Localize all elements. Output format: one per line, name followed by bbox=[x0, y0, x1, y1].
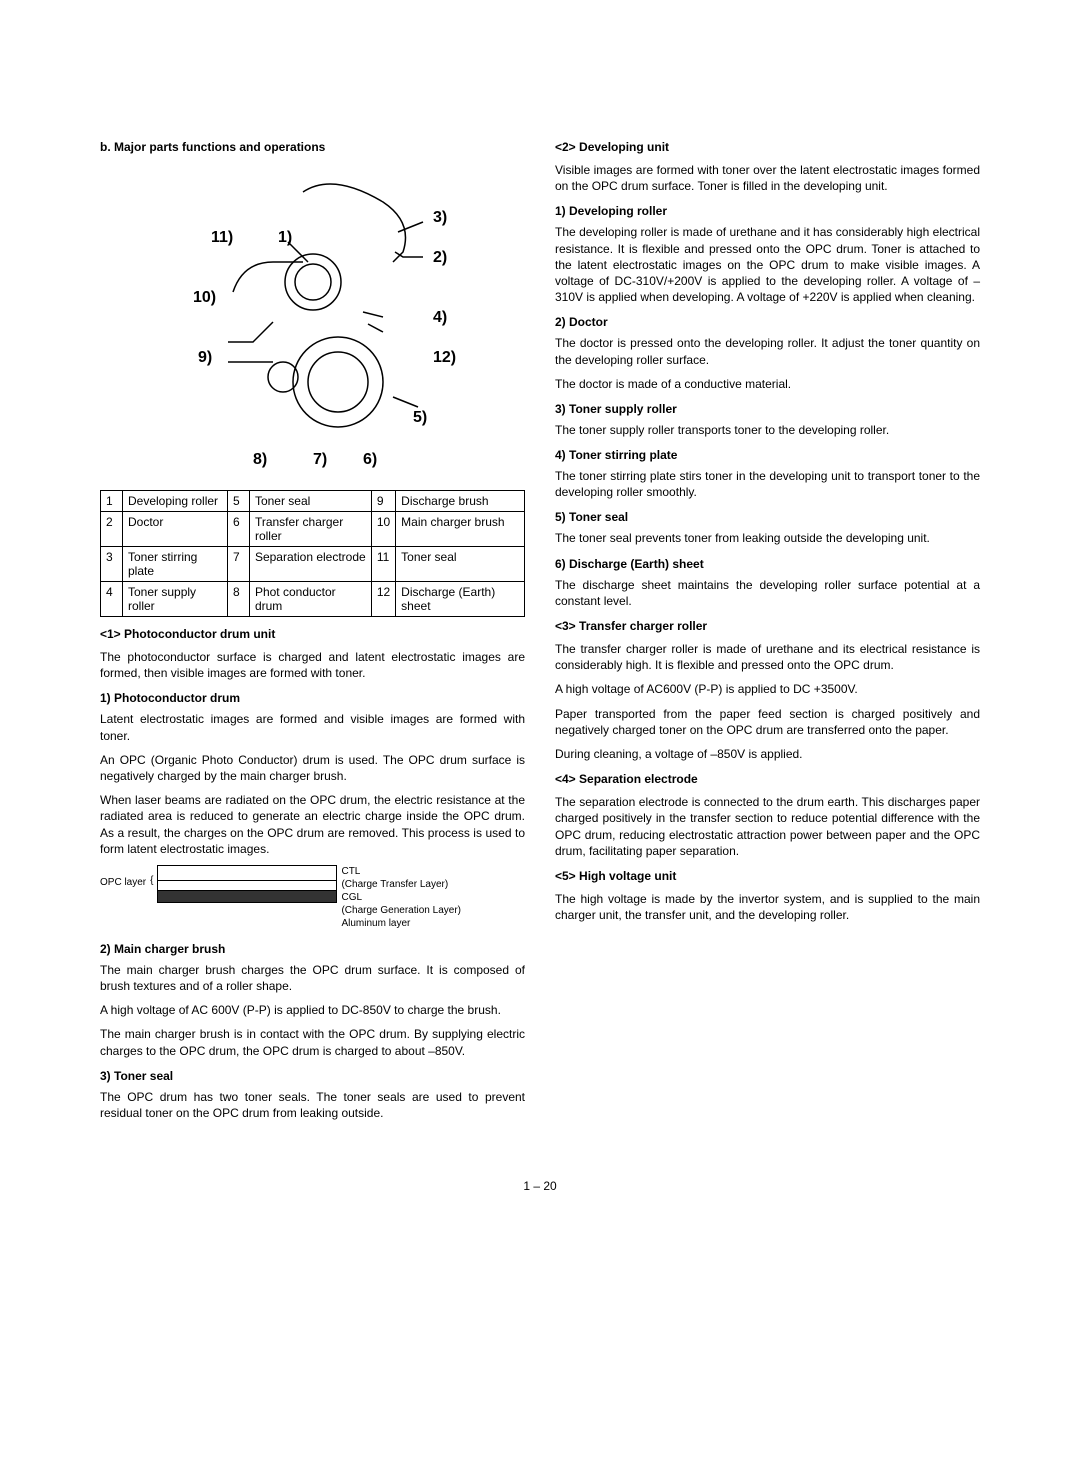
s3-p1: The transfer charger roller is made of u… bbox=[555, 641, 980, 673]
part-number: 5 bbox=[227, 491, 249, 512]
page-content: b. Major parts functions and operations bbox=[0, 0, 1080, 1169]
s1-2-p1: The main charger brush charges the OPC d… bbox=[100, 962, 525, 994]
s4-title: <4> Separation electrode bbox=[555, 772, 980, 786]
part-number: 2 bbox=[101, 512, 123, 547]
s2-2-title: 2) Doctor bbox=[555, 315, 980, 329]
part-number: 9 bbox=[371, 491, 395, 512]
s1-1-p3: When laser beams are radiated on the OPC… bbox=[100, 792, 525, 857]
part-number: 12 bbox=[371, 582, 395, 617]
s1-2-p2: A high voltage of AC 600V (P-P) is appli… bbox=[100, 1002, 525, 1018]
svg-text:6): 6) bbox=[363, 451, 377, 468]
svg-text:11): 11) bbox=[211, 229, 233, 246]
parts-table: 1Developing roller5Toner seal9Discharge … bbox=[100, 490, 525, 617]
svg-text:9): 9) bbox=[198, 349, 212, 366]
s2-4-title: 4) Toner stirring plate bbox=[555, 448, 980, 462]
part-number: 4 bbox=[101, 582, 123, 617]
s1-3-title: 3) Toner seal bbox=[100, 1069, 525, 1083]
part-name: Toner seal bbox=[249, 491, 371, 512]
s2-6-p1: The discharge sheet maintains the develo… bbox=[555, 577, 980, 609]
s2-1-p1: The developing roller is made of urethan… bbox=[555, 224, 980, 305]
s3-p3: Paper transported from the paper feed se… bbox=[555, 706, 980, 738]
part-name: Transfer charger roller bbox=[249, 512, 371, 547]
left-column: b. Major parts functions and operations bbox=[100, 140, 525, 1129]
part-number: 6 bbox=[227, 512, 249, 547]
part-name: Toner supply roller bbox=[123, 582, 228, 617]
s1-3-p1: The OPC drum has two toner seals. The to… bbox=[100, 1089, 525, 1121]
s4-p1: The separation electrode is connected to… bbox=[555, 794, 980, 859]
s2-3-title: 3) Toner supply roller bbox=[555, 402, 980, 416]
part-name: Doctor bbox=[123, 512, 228, 547]
s2-2-p1: The doctor is pressed onto the developin… bbox=[555, 335, 980, 367]
svg-text:3): 3) bbox=[433, 209, 447, 226]
table-row: 4Toner supply roller8Phot conductor drum… bbox=[101, 582, 525, 617]
s1-2-p3: The main charger brush is in contact wit… bbox=[100, 1026, 525, 1058]
svg-text:4): 4) bbox=[433, 309, 447, 326]
parts-diagram: 1) 2) 3) 4) 5) 6) 7) 8) 9) 10) 11) 12) bbox=[100, 162, 525, 482]
part-number: 8 bbox=[227, 582, 249, 617]
part-name: Toner stirring plate bbox=[123, 547, 228, 582]
table-row: 1Developing roller5Toner seal9Discharge … bbox=[101, 491, 525, 512]
s2-p1: Visible images are formed with toner ove… bbox=[555, 162, 980, 194]
part-number: 11 bbox=[371, 547, 395, 582]
s2-title: <2> Developing unit bbox=[555, 140, 980, 154]
svg-text:2): 2) bbox=[433, 249, 447, 266]
part-name: Separation electrode bbox=[249, 547, 371, 582]
s1-1-p2: An OPC (Organic Photo Conductor) drum is… bbox=[100, 752, 525, 784]
part-number: 10 bbox=[371, 512, 395, 547]
s1-p1: The photoconductor surface is charged an… bbox=[100, 649, 525, 681]
table-row: 2Doctor6Transfer charger roller10Main ch… bbox=[101, 512, 525, 547]
s1-1-title: 1) Photoconductor drum bbox=[100, 691, 525, 705]
s1-1-p1: Latent electrostatic images are formed a… bbox=[100, 711, 525, 743]
page-number: 1 – 20 bbox=[0, 1169, 1080, 1223]
part-name: Discharge brush bbox=[396, 491, 525, 512]
s5-p1: The high voltage is made by the invertor… bbox=[555, 891, 980, 923]
svg-text:7): 7) bbox=[313, 451, 327, 468]
s2-4-p1: The toner stirring plate stirs toner in … bbox=[555, 468, 980, 500]
s3-p2: A high voltage of AC600V (P-P) is applie… bbox=[555, 681, 980, 697]
part-name: Main charger brush bbox=[396, 512, 525, 547]
s2-2-p2: The doctor is made of a conductive mater… bbox=[555, 376, 980, 392]
s2-5-title: 5) Toner seal bbox=[555, 510, 980, 524]
part-number: 3 bbox=[101, 547, 123, 582]
part-name: Developing roller bbox=[123, 491, 228, 512]
svg-text:1): 1) bbox=[278, 229, 292, 246]
s2-3-p1: The toner supply roller transports toner… bbox=[555, 422, 980, 438]
part-number: 1 bbox=[101, 491, 123, 512]
s5-title: <5> High voltage unit bbox=[555, 869, 980, 883]
heading-b: b. Major parts functions and operations bbox=[100, 140, 525, 154]
right-column: <2> Developing unit Visible images are f… bbox=[555, 140, 980, 1129]
part-name: Toner seal bbox=[396, 547, 525, 582]
svg-text:5): 5) bbox=[413, 409, 427, 426]
svg-text:10): 10) bbox=[193, 289, 216, 306]
part-name: Discharge (Earth) sheet bbox=[396, 582, 525, 617]
s3-title: <3> Transfer charger roller bbox=[555, 619, 980, 633]
s1-2-title: 2) Main charger brush bbox=[100, 942, 525, 956]
part-name: Phot conductor drum bbox=[249, 582, 371, 617]
s1-title: <1> Photoconductor drum unit bbox=[100, 627, 525, 641]
s3-p4: During cleaning, a voltage of –850V is a… bbox=[555, 746, 980, 762]
table-row: 3Toner stirring plate7Separation electro… bbox=[101, 547, 525, 582]
part-number: 7 bbox=[227, 547, 249, 582]
s2-1-title: 1) Developing roller bbox=[555, 204, 980, 218]
s2-5-p1: The toner seal prevents toner from leaki… bbox=[555, 530, 980, 546]
svg-text:12): 12) bbox=[433, 349, 456, 366]
s2-6-title: 6) Discharge (Earth) sheet bbox=[555, 557, 980, 571]
opc-layer-diagram: OPC layer { CTL (Charge Transfer Layer) … bbox=[100, 865, 525, 930]
svg-text:8): 8) bbox=[253, 451, 267, 468]
opc-left-label: OPC layer bbox=[100, 865, 146, 888]
